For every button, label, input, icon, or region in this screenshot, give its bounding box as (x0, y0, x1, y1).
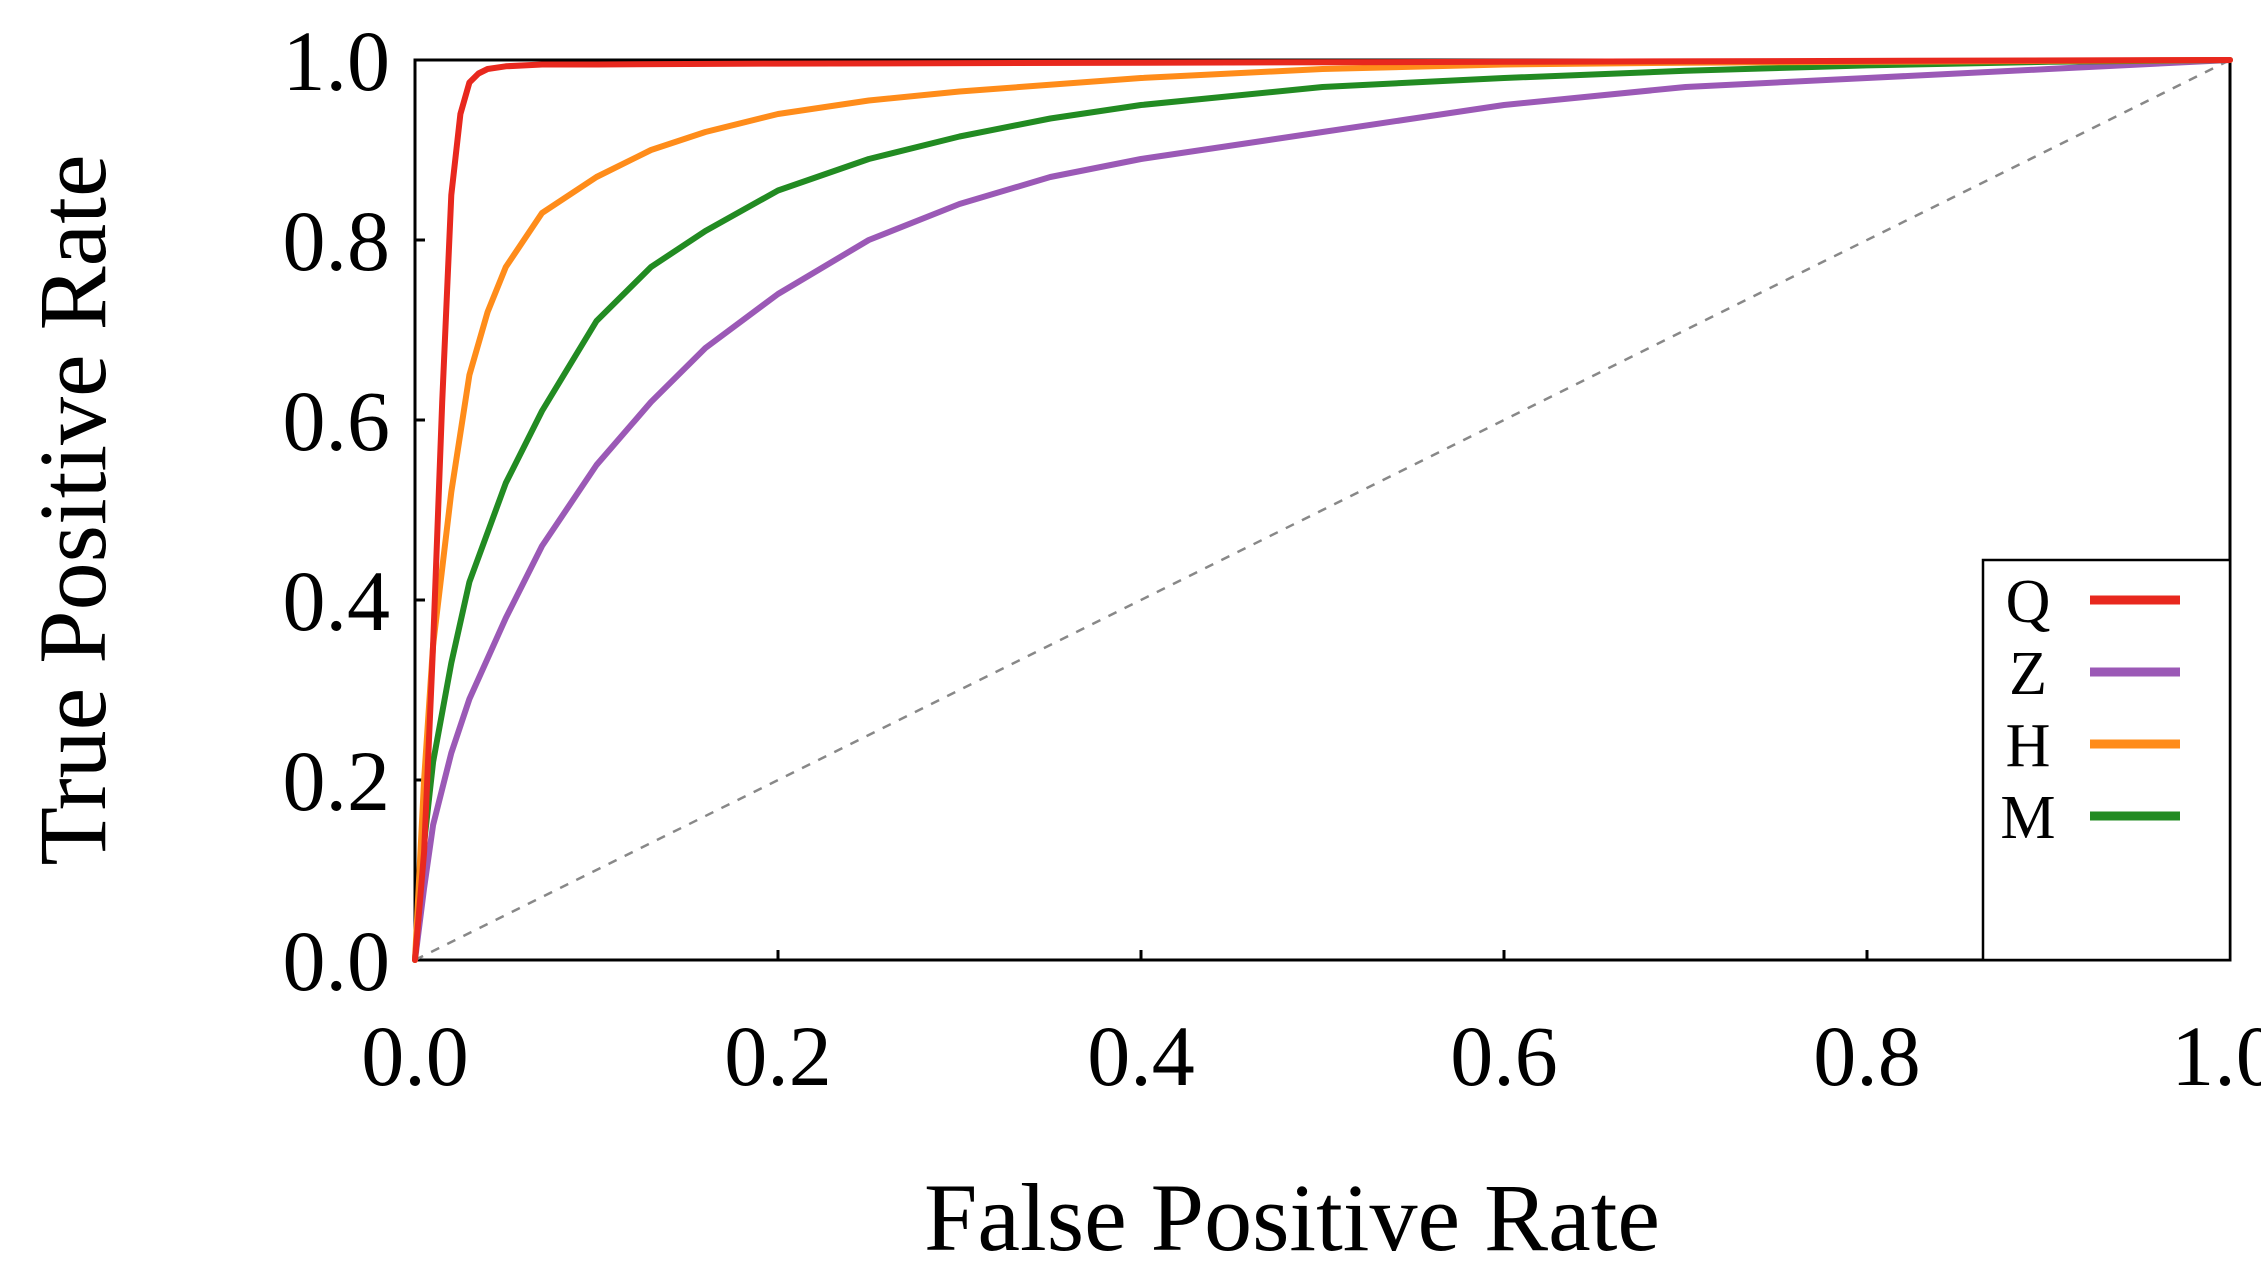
series-line-m (412, 57, 2233, 963)
legend-label-z: Z (2009, 640, 2047, 708)
legend-label-h: H (2006, 712, 2051, 780)
x-axis-ticks: 0.0 0.2 0.4 0.6 0.8 1.0 (361, 950, 2261, 1104)
series-lines (412, 57, 2233, 963)
legend-box (1981, 558, 2232, 962)
y-tick-label: 1.0 (283, 13, 391, 109)
x-tick-label: 0.8 (1813, 1008, 1921, 1104)
x-tick-label: 0.2 (724, 1008, 832, 1104)
x-tick-label: 1.0 (2171, 1008, 2261, 1104)
y-axis-title: True Positive Rate (19, 154, 126, 865)
y-axis-ticks: 0.0 0.2 0.4 0.6 0.8 1.0 (283, 13, 425, 1009)
legend-label-m: M (2000, 784, 2055, 852)
x-axis-title: False Positive Rate (924, 1164, 1660, 1271)
x-tick-label: 0.6 (1450, 1008, 1558, 1104)
y-tick-label: 0.8 (283, 193, 391, 289)
y-tick-label: 0.4 (283, 553, 391, 649)
y-tick-label: 0.2 (283, 733, 391, 829)
x-tick-label: 0.4 (1087, 1008, 1195, 1104)
series-line-q (412, 57, 2233, 963)
chance-diagonal-line (414, 58, 2231, 962)
y-tick-label: 0.0 (283, 913, 391, 1009)
series-line-z (412, 57, 2233, 963)
x-tick-label: 0.0 (361, 1008, 469, 1104)
y-tick-label: 0.6 (283, 373, 391, 469)
legend-label-q: Q (2006, 568, 2051, 636)
